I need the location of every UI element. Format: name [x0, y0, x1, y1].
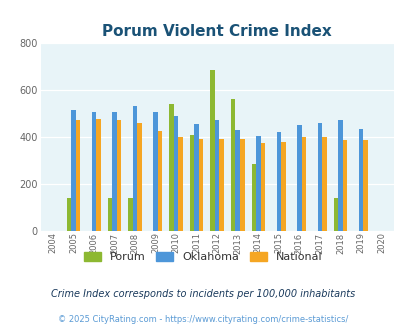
Bar — [358, 129, 362, 231]
Bar — [198, 139, 203, 231]
Bar — [66, 198, 71, 231]
Bar — [301, 137, 305, 231]
Bar — [276, 132, 280, 231]
Bar — [219, 139, 224, 231]
Bar — [256, 136, 260, 231]
Bar — [92, 112, 96, 231]
Bar — [337, 120, 342, 231]
Bar — [132, 106, 137, 231]
Bar — [75, 120, 80, 231]
Bar — [117, 120, 121, 231]
Text: © 2025 CityRating.com - https://www.cityrating.com/crime-statistics/: © 2025 CityRating.com - https://www.city… — [58, 315, 347, 324]
Text: Crime Index corresponds to incidents per 100,000 inhabitants: Crime Index corresponds to incidents per… — [51, 289, 354, 299]
Bar — [362, 141, 367, 231]
Bar — [173, 116, 178, 231]
Bar — [158, 131, 162, 231]
Bar — [71, 110, 75, 231]
Bar — [230, 99, 235, 231]
Bar — [260, 143, 264, 231]
Bar — [251, 164, 256, 231]
Title: Porum Violent Crime Index: Porum Violent Crime Index — [102, 24, 331, 39]
Bar — [169, 104, 173, 231]
Bar — [317, 123, 321, 231]
Bar — [107, 198, 112, 231]
Bar — [153, 112, 158, 231]
Bar — [342, 141, 346, 231]
Bar — [280, 142, 285, 231]
Legend: Porum, Oklahoma, National: Porum, Oklahoma, National — [79, 248, 326, 267]
Bar — [137, 123, 141, 231]
Bar — [112, 112, 117, 231]
Bar — [296, 125, 301, 231]
Bar — [128, 198, 132, 231]
Bar — [235, 130, 239, 231]
Bar — [239, 139, 244, 231]
Bar — [96, 119, 100, 231]
Bar — [214, 120, 219, 231]
Bar — [190, 135, 194, 231]
Bar — [333, 198, 337, 231]
Bar — [178, 137, 183, 231]
Bar — [321, 137, 326, 231]
Bar — [194, 124, 198, 231]
Bar — [210, 70, 214, 231]
